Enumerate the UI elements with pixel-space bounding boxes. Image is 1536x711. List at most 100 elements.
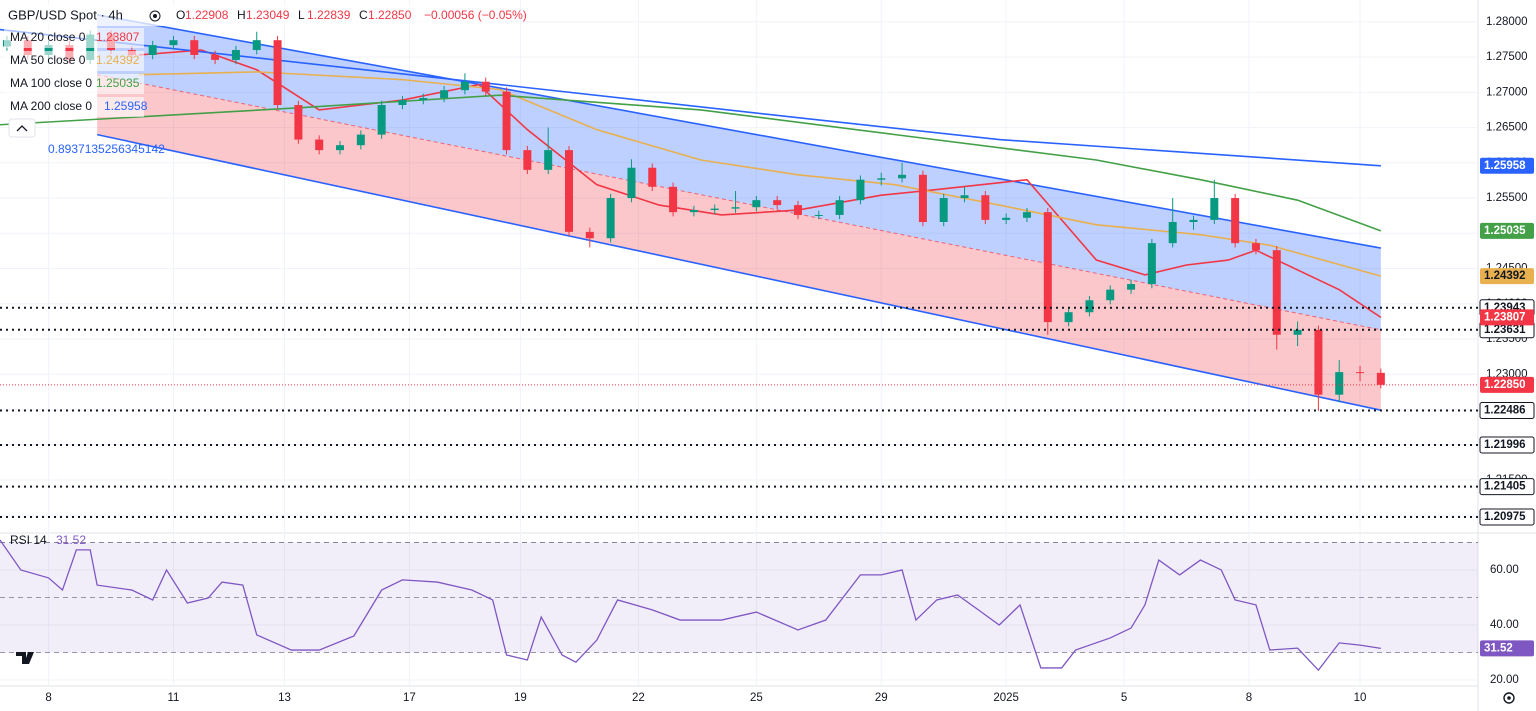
candle-body [627, 167, 636, 199]
tv-logo [16, 652, 34, 664]
visibility-toggle[interactable] [149, 10, 161, 22]
candle-body [835, 200, 844, 215]
channel-lower-fill [97, 74, 1381, 411]
candle-body [273, 40, 282, 106]
candle-body [190, 40, 199, 55]
candle-body [502, 91, 511, 151]
candle-body [315, 139, 324, 151]
level-label: 1.23631 [1484, 324, 1526, 336]
ma-legend-bg [4, 74, 144, 94]
candle-body [1376, 372, 1385, 385]
level-label: 1.21405 [1484, 481, 1526, 493]
candle-body [356, 134, 365, 146]
level-label: 1.20975 [1484, 511, 1526, 523]
candle-body [648, 167, 657, 187]
ma-legend-name: MA 200 close 0 [10, 99, 92, 113]
candle-body [44, 45, 53, 55]
channel-median [97, 74, 1381, 331]
price-change: −0.00056 (−0.05%) [424, 8, 527, 22]
y-tick-label: 1.27500 [1486, 51, 1528, 63]
settings-button[interactable] [1503, 692, 1515, 704]
candle-body [669, 186, 678, 213]
moving-average [138, 71, 1382, 277]
ma-legend-value: 1.24392 [96, 53, 140, 67]
visibility-dot [153, 14, 157, 18]
candle-body [1335, 372, 1344, 395]
y-tick-label: 1.26500 [1486, 122, 1528, 134]
ma-axis-label: 1.25035 [1484, 225, 1526, 237]
candle-body [1043, 212, 1052, 323]
candle-body [689, 210, 698, 213]
candle-body [1106, 289, 1115, 301]
rsi-title: RSI 14 [10, 533, 47, 547]
x-tick-label: 22 [632, 692, 645, 704]
candle-body [211, 54, 220, 60]
candle-body [918, 174, 927, 223]
y-tick-label: 1.28000 [1486, 16, 1528, 28]
ma-axis-label: 1.25958 [1484, 160, 1526, 172]
last-price-label: 1.22850 [1484, 379, 1526, 391]
x-tick-label: 10 [1354, 692, 1367, 704]
logo-dot [27, 652, 33, 658]
candle-body [773, 200, 782, 206]
candle-body [419, 97, 428, 101]
candle-body [377, 105, 386, 135]
candle-body [960, 195, 969, 199]
rsi-tick-label: 20.00 [1490, 674, 1519, 686]
ma-legend-bg [4, 28, 144, 48]
x-tick-label: 25 [750, 692, 763, 704]
candle-body [793, 205, 802, 215]
candle-body [752, 200, 761, 208]
candle-body [898, 174, 907, 179]
gear-icon[interactable] [1503, 692, 1515, 704]
candle-body [398, 100, 407, 106]
ma-legend-name: MA 20 close 0 [10, 30, 86, 44]
candle-body [523, 150, 532, 170]
ohlc-key: H [237, 8, 246, 22]
collapse-button[interactable] [8, 118, 36, 138]
collapse-arrow [16, 125, 28, 132]
candle-body [1064, 312, 1073, 323]
candle-body [1272, 250, 1281, 335]
rsi-tick-label: 40.00 [1490, 619, 1519, 631]
last-price-label-box [1480, 376, 1534, 393]
candle-body [169, 40, 178, 46]
y-tick-label: 1.25500 [1486, 192, 1528, 204]
rsi-line [0, 539, 1381, 672]
ohlc-value: 1.22850 [368, 8, 412, 22]
rsi-tick-label: 60.00 [1490, 564, 1519, 576]
candle-body [1251, 243, 1260, 251]
x-tick-label: 2025 [993, 692, 1019, 704]
x-tick-label: 8 [45, 692, 51, 704]
y-tick-label: 1.27000 [1486, 86, 1528, 98]
x-tick-label: 8 [1246, 692, 1252, 704]
ma-axis-label-box [1480, 268, 1534, 285]
level-label-box [1479, 508, 1535, 526]
x-tick-label: 19 [514, 692, 527, 704]
level-label-box [1479, 436, 1535, 454]
candle-body [939, 198, 948, 223]
moving-average [0, 28, 1381, 167]
ma-axis-label: 1.23807 [1484, 311, 1526, 323]
channel-lower [96, 133, 1382, 411]
x-tick-label: 5 [1121, 692, 1127, 704]
x-tick-label: 17 [403, 692, 416, 704]
candle-body [1127, 284, 1136, 290]
moving-average [0, 94, 1382, 232]
candle-body [336, 145, 345, 151]
level-label: 1.21996 [1484, 439, 1526, 451]
candle-body [606, 198, 615, 239]
ohlc-key: O [176, 8, 185, 22]
candle-body [440, 90, 449, 98]
ma-legend-bg [4, 51, 144, 71]
candle-body [1168, 222, 1177, 244]
ma-legend-value: 1.23807 [96, 30, 140, 44]
x-tick-label: 29 [875, 692, 888, 704]
candle-body [294, 105, 303, 140]
ma-legend-value: 1.25958 [104, 99, 148, 113]
rsi-band-fill [0, 542, 1478, 653]
ohlc-key: L [298, 8, 305, 22]
candle-body [1022, 212, 1031, 218]
candle-body [148, 45, 157, 55]
gear-center [1507, 696, 1511, 700]
